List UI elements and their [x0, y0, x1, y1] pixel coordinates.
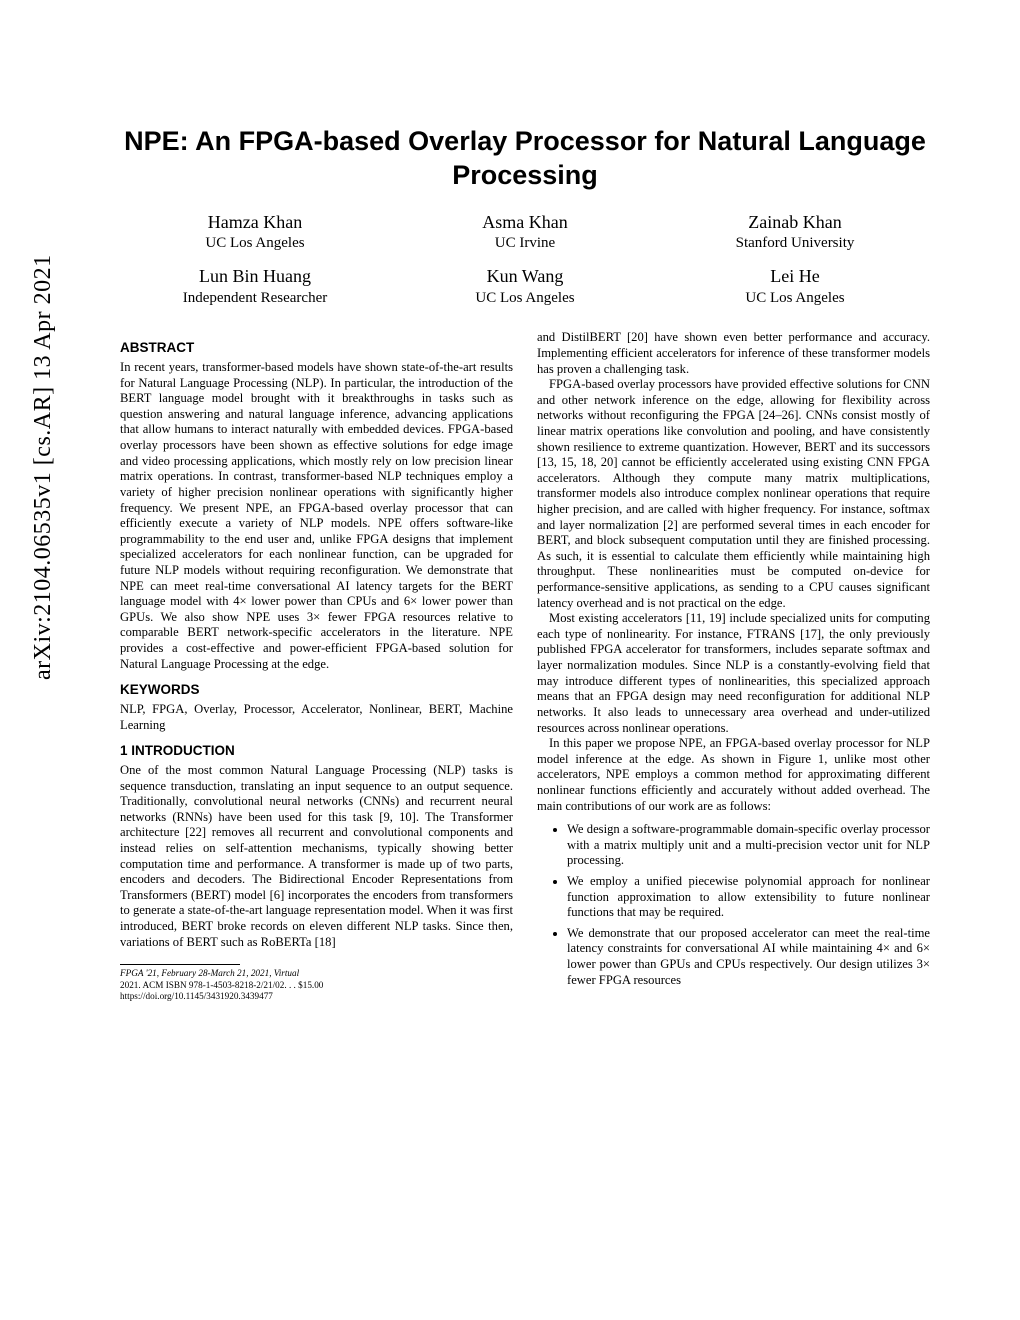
col2-para: Most existing accelerators [11, 19] incl… — [537, 611, 930, 736]
author-name: Asma Khan — [391, 211, 658, 234]
author-affil: UC Los Angeles — [121, 234, 388, 254]
author-name: Lun Bin Huang — [121, 265, 388, 288]
author-name: Lei He — [661, 265, 928, 288]
footnote-doi: https://doi.org/10.1145/3431920.3439477 — [120, 991, 513, 1003]
author-affil: UC Los Angeles — [391, 289, 658, 309]
author-affil: UC Irvine — [391, 234, 658, 254]
author-affil: Independent Researcher — [121, 289, 388, 309]
col2-para: FPGA-based overlay processors have provi… — [537, 377, 930, 611]
intro-heading: 1 INTRODUCTION — [120, 743, 513, 760]
author-affil: UC Los Angeles — [661, 289, 928, 309]
keywords-text: NLP, FPGA, Overlay, Processor, Accelerat… — [120, 702, 513, 733]
footnote-copyright: 2021. ACM ISBN 978-1-4503-8218-2/21/02. … — [120, 980, 513, 992]
author: Kun Wang UC Los Angeles — [391, 265, 658, 308]
author: Zainab Khan Stanford University — [661, 211, 928, 254]
contributions-list: We design a software-programmable domain… — [537, 822, 930, 988]
list-item: We demonstrate that our proposed acceler… — [567, 926, 930, 988]
author: Asma Khan UC Irvine — [391, 211, 658, 254]
col2-para: In this paper we propose NPE, an FPGA-ba… — [537, 736, 930, 814]
col2-para: and DistilBERT [20] have shown even bett… — [537, 330, 930, 377]
author-name: Kun Wang — [391, 265, 658, 288]
keywords-heading: KEYWORDS — [120, 682, 513, 699]
author: Hamza Khan UC Los Angeles — [121, 211, 388, 254]
abstract-heading: ABSTRACT — [120, 340, 513, 357]
authors-block: Hamza Khan UC Los Angeles Asma Khan UC I… — [120, 211, 930, 321]
author: Lei He UC Los Angeles — [661, 265, 928, 308]
arxiv-stamp: arXiv:2104.06535v1 [cs.AR] 13 Apr 2021 — [30, 254, 57, 680]
footnote-rule — [120, 964, 240, 965]
author-name: Zainab Khan — [661, 211, 928, 234]
paper-title: NPE: An FPGA-based Overlay Processor for… — [120, 125, 930, 193]
body-columns: ABSTRACT In recent years, transformer-ba… — [120, 330, 930, 1002]
abstract-text: In recent years, transformer-based model… — [120, 360, 513, 672]
author: Lun Bin Huang Independent Researcher — [121, 265, 388, 308]
list-item: We employ a unified piecewise polynomial… — [567, 874, 930, 921]
author-name: Hamza Khan — [121, 211, 388, 234]
author-affil: Stanford University — [661, 234, 928, 254]
footnote-venue: FPGA '21, February 28-March 21, 2021, Vi… — [120, 968, 513, 980]
intro-para: One of the most common Natural Language … — [120, 763, 513, 950]
list-item: We design a software-programmable domain… — [567, 822, 930, 869]
